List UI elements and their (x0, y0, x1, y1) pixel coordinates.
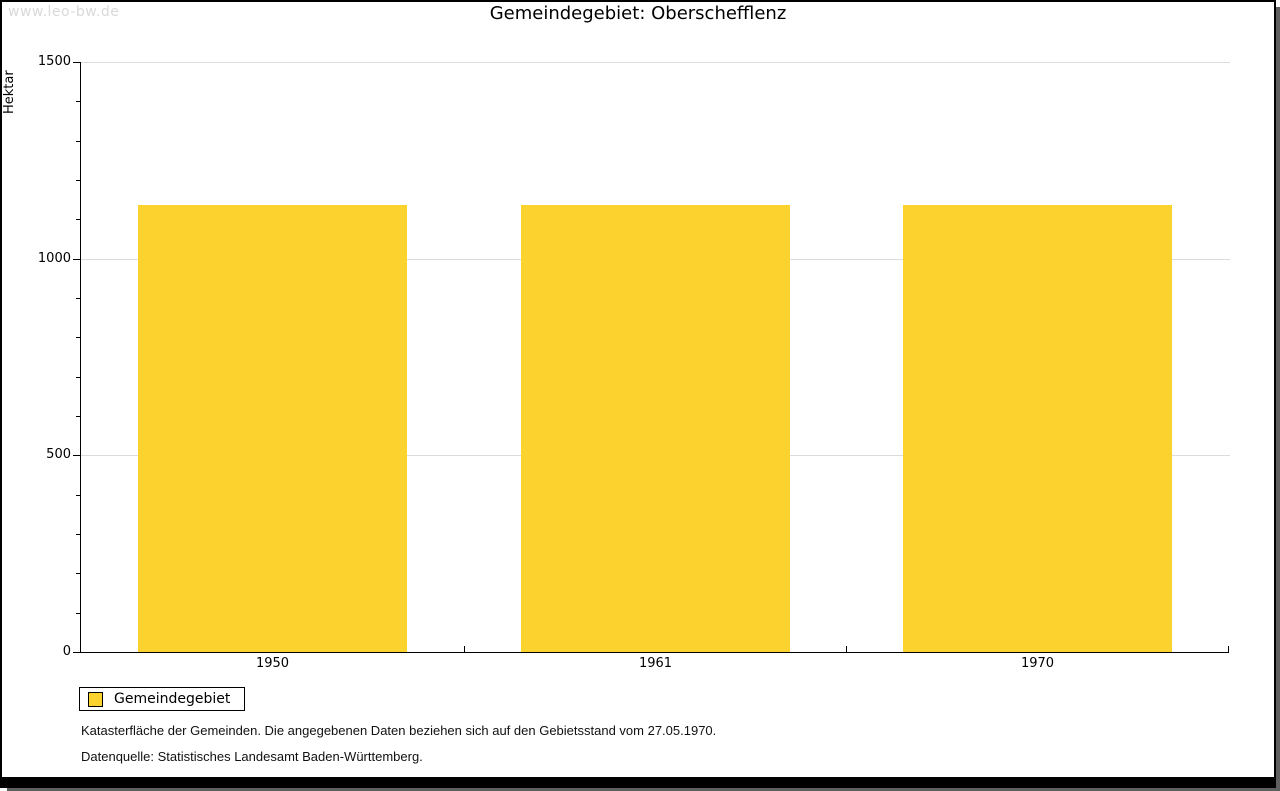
y-tick-label-0: 0 (62, 644, 71, 659)
y-minor-tick-900 (76, 298, 80, 299)
y-minor-tick-700 (76, 377, 80, 378)
gridline-1500 (81, 62, 1230, 63)
y-tick-label-500: 500 (46, 447, 71, 462)
bar-1970 (903, 205, 1172, 652)
y-minor-tick-300 (76, 534, 80, 535)
x-axis-end-tick (1228, 646, 1229, 652)
x-tick-label-1970: 1970 (1020, 656, 1055, 671)
legend-label: Gemeindegebiet (114, 691, 231, 707)
y-tick-label-1500: 1500 (37, 54, 71, 69)
y-minor-tick-1400 (76, 101, 80, 102)
y-minor-tick-800 (76, 337, 80, 338)
y-minor-tick-1100 (76, 219, 80, 220)
x-tick-label-1950: 1950 (255, 656, 290, 671)
y-minor-tick-1200 (76, 180, 80, 181)
footnote-datasource: Datenquelle: Statistisches Landesamt Bad… (81, 749, 423, 764)
x-axis-tick (464, 646, 465, 652)
y-minor-tick-400 (76, 495, 80, 496)
y-tick-label-1000: 1000 (37, 251, 71, 266)
y-minor-tick-600 (76, 416, 80, 417)
y-minor-tick-100 (76, 613, 80, 614)
y-minor-tick-200 (76, 573, 80, 574)
y-minor-tick-1300 (76, 141, 80, 142)
x-axis-tick (846, 646, 847, 652)
x-tick-label-1961: 1961 (638, 656, 673, 671)
chart-title: Gemeindegebiet: Oberschefflenz (489, 3, 787, 24)
bar-1950 (138, 205, 407, 652)
legend-swatch-icon (88, 691, 103, 707)
y-major-tick-500 (73, 455, 80, 456)
y-major-tick-1000 (73, 259, 80, 260)
footnote-source-note: Katasterfläche der Gemeinden. Die angege… (81, 723, 717, 738)
watermark: www.leo-bw.de (8, 4, 120, 20)
x-axis-line (80, 652, 1229, 653)
legend: Gemeindegebiet (79, 687, 246, 711)
y-major-tick-0 (73, 652, 80, 653)
y-axis-line (80, 62, 81, 653)
bar-1961 (521, 205, 790, 652)
y-major-tick-1500 (73, 62, 80, 63)
